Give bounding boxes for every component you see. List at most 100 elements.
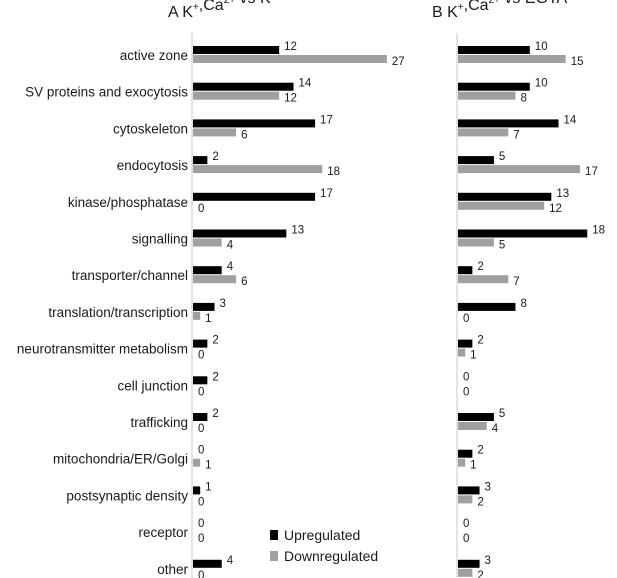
value-label-downregulated: 8: [520, 93, 526, 105]
value-label-upregulated: 2: [212, 151, 218, 163]
value-label-upregulated: 2: [477, 445, 483, 457]
bar-upregulated: [458, 449, 473, 458]
value-label-upregulated: 3: [220, 298, 226, 310]
category-label: trafficking: [130, 415, 188, 430]
bar-upregulated: [193, 229, 287, 238]
value-label-upregulated: 5: [499, 408, 505, 420]
bar-downregulated: [193, 458, 201, 467]
value-label-downregulated: 7: [513, 129, 519, 141]
value-label-upregulated: 5: [499, 151, 505, 163]
bar-downregulated: [458, 495, 473, 504]
title-part: K: [447, 4, 458, 21]
panel-b-title: B K+,Ca2+ vs EGTA: [432, 0, 568, 21]
value-label-upregulated: 2: [477, 335, 483, 347]
title-part: +: [458, 2, 464, 13]
bar-upregulated: [458, 486, 480, 495]
panel-letter: B: [432, 4, 447, 21]
bar-downregulated: [458, 91, 516, 100]
bar-downregulated: [193, 311, 201, 320]
bar-upregulated: [193, 339, 208, 348]
value-label-upregulated: 0: [198, 518, 204, 530]
bar-upregulated: [193, 413, 208, 421]
value-label-downregulated: 5: [499, 240, 505, 252]
bar-upregulated: [458, 559, 480, 568]
category-label: signalling: [132, 232, 188, 247]
value-label-downregulated: 4: [492, 423, 499, 435]
bar-upregulated: [458, 156, 494, 165]
title-part: +: [193, 2, 199, 13]
title-part: K: [182, 4, 193, 21]
category-label: cytoskeleton: [113, 121, 188, 136]
category-label: translation/transcription: [48, 305, 188, 320]
value-label-downregulated: 12: [284, 93, 297, 105]
value-label-downregulated: 6: [241, 129, 247, 141]
value-label-downregulated: 0: [198, 570, 204, 578]
bar-downregulated: [458, 128, 509, 137]
bar-upregulated: [458, 413, 494, 421]
value-label-downregulated: 12: [549, 203, 562, 215]
bar-downregulated: [458, 201, 545, 210]
bar-downregulated: [458, 275, 509, 284]
value-label-downregulated: 4: [227, 240, 234, 252]
value-label-downregulated: 6: [241, 276, 247, 288]
bar-upregulated: [458, 82, 530, 91]
title-part: 2+: [489, 0, 501, 6]
title-part: vs K: [235, 0, 271, 7]
value-label-downregulated: 1: [470, 460, 476, 472]
bar-upregulated: [458, 339, 473, 348]
value-label-upregulated: 2: [212, 371, 218, 383]
value-label-downregulated: 7: [513, 276, 519, 288]
category-label: SV proteins and exocytosis: [25, 85, 188, 100]
value-label-downregulated: 18: [327, 166, 340, 178]
category-label: cell junction: [117, 378, 188, 393]
category-label: receptor: [138, 525, 188, 540]
value-label-upregulated: 1: [205, 481, 211, 493]
category-label: neurotransmitter metabolism: [17, 342, 188, 357]
value-label-upregulated: 13: [291, 225, 304, 237]
bar-downregulated: [458, 422, 487, 430]
legend-label-upregulated: Upregulated: [284, 527, 360, 543]
title-part: 2+: [224, 0, 236, 6]
value-label-upregulated: 3: [485, 555, 491, 567]
bar-upregulated: [193, 266, 222, 275]
value-label-upregulated: 14: [564, 114, 577, 126]
value-label-downregulated: 15: [571, 56, 584, 68]
value-label-downregulated: 0: [463, 386, 469, 398]
bar-upregulated: [458, 266, 473, 275]
value-label-downregulated: 0: [198, 350, 204, 362]
bar-upregulated: [193, 119, 316, 128]
value-label-downregulated: 2: [477, 496, 483, 508]
category-label: mitochondria/ER/Golgi: [53, 452, 188, 467]
bar-upregulated: [458, 302, 516, 311]
category-label: other: [157, 562, 188, 577]
bar-upregulated: [193, 82, 294, 91]
value-label-downregulated: 2: [477, 570, 483, 578]
bar-upregulated: [458, 46, 530, 54]
bar-downregulated: [193, 165, 323, 174]
bar-downregulated: [458, 458, 466, 467]
legend-label-downregulated: Downregulated: [284, 548, 378, 564]
title-part: ,Ca: [199, 0, 224, 14]
value-label-upregulated: 18: [592, 225, 605, 237]
category-label: transporter/channel: [72, 268, 188, 283]
value-label-upregulated: 8: [520, 298, 526, 310]
bar-upregulated: [193, 376, 208, 385]
value-label-upregulated: 17: [320, 114, 333, 126]
value-label-upregulated: 17: [320, 188, 333, 200]
value-label-upregulated: 0: [463, 371, 469, 383]
bar-upregulated: [193, 302, 215, 311]
title-part: vs EGTA: [500, 0, 568, 7]
category-label: kinase/phosphatase: [68, 195, 188, 210]
value-label-upregulated: 10: [535, 78, 548, 90]
value-label-downregulated: 1: [205, 460, 211, 472]
value-label-upregulated: 2: [212, 408, 218, 420]
bar-downregulated: [458, 348, 466, 357]
bar-downregulated: [193, 91, 280, 100]
bar-upregulated: [193, 559, 222, 568]
value-label-upregulated: 14: [299, 78, 312, 90]
value-label-upregulated: 12: [284, 41, 297, 53]
bar-downregulated: [458, 165, 581, 174]
value-label-downregulated: 0: [198, 533, 204, 545]
value-label-upregulated: 4: [227, 261, 234, 273]
